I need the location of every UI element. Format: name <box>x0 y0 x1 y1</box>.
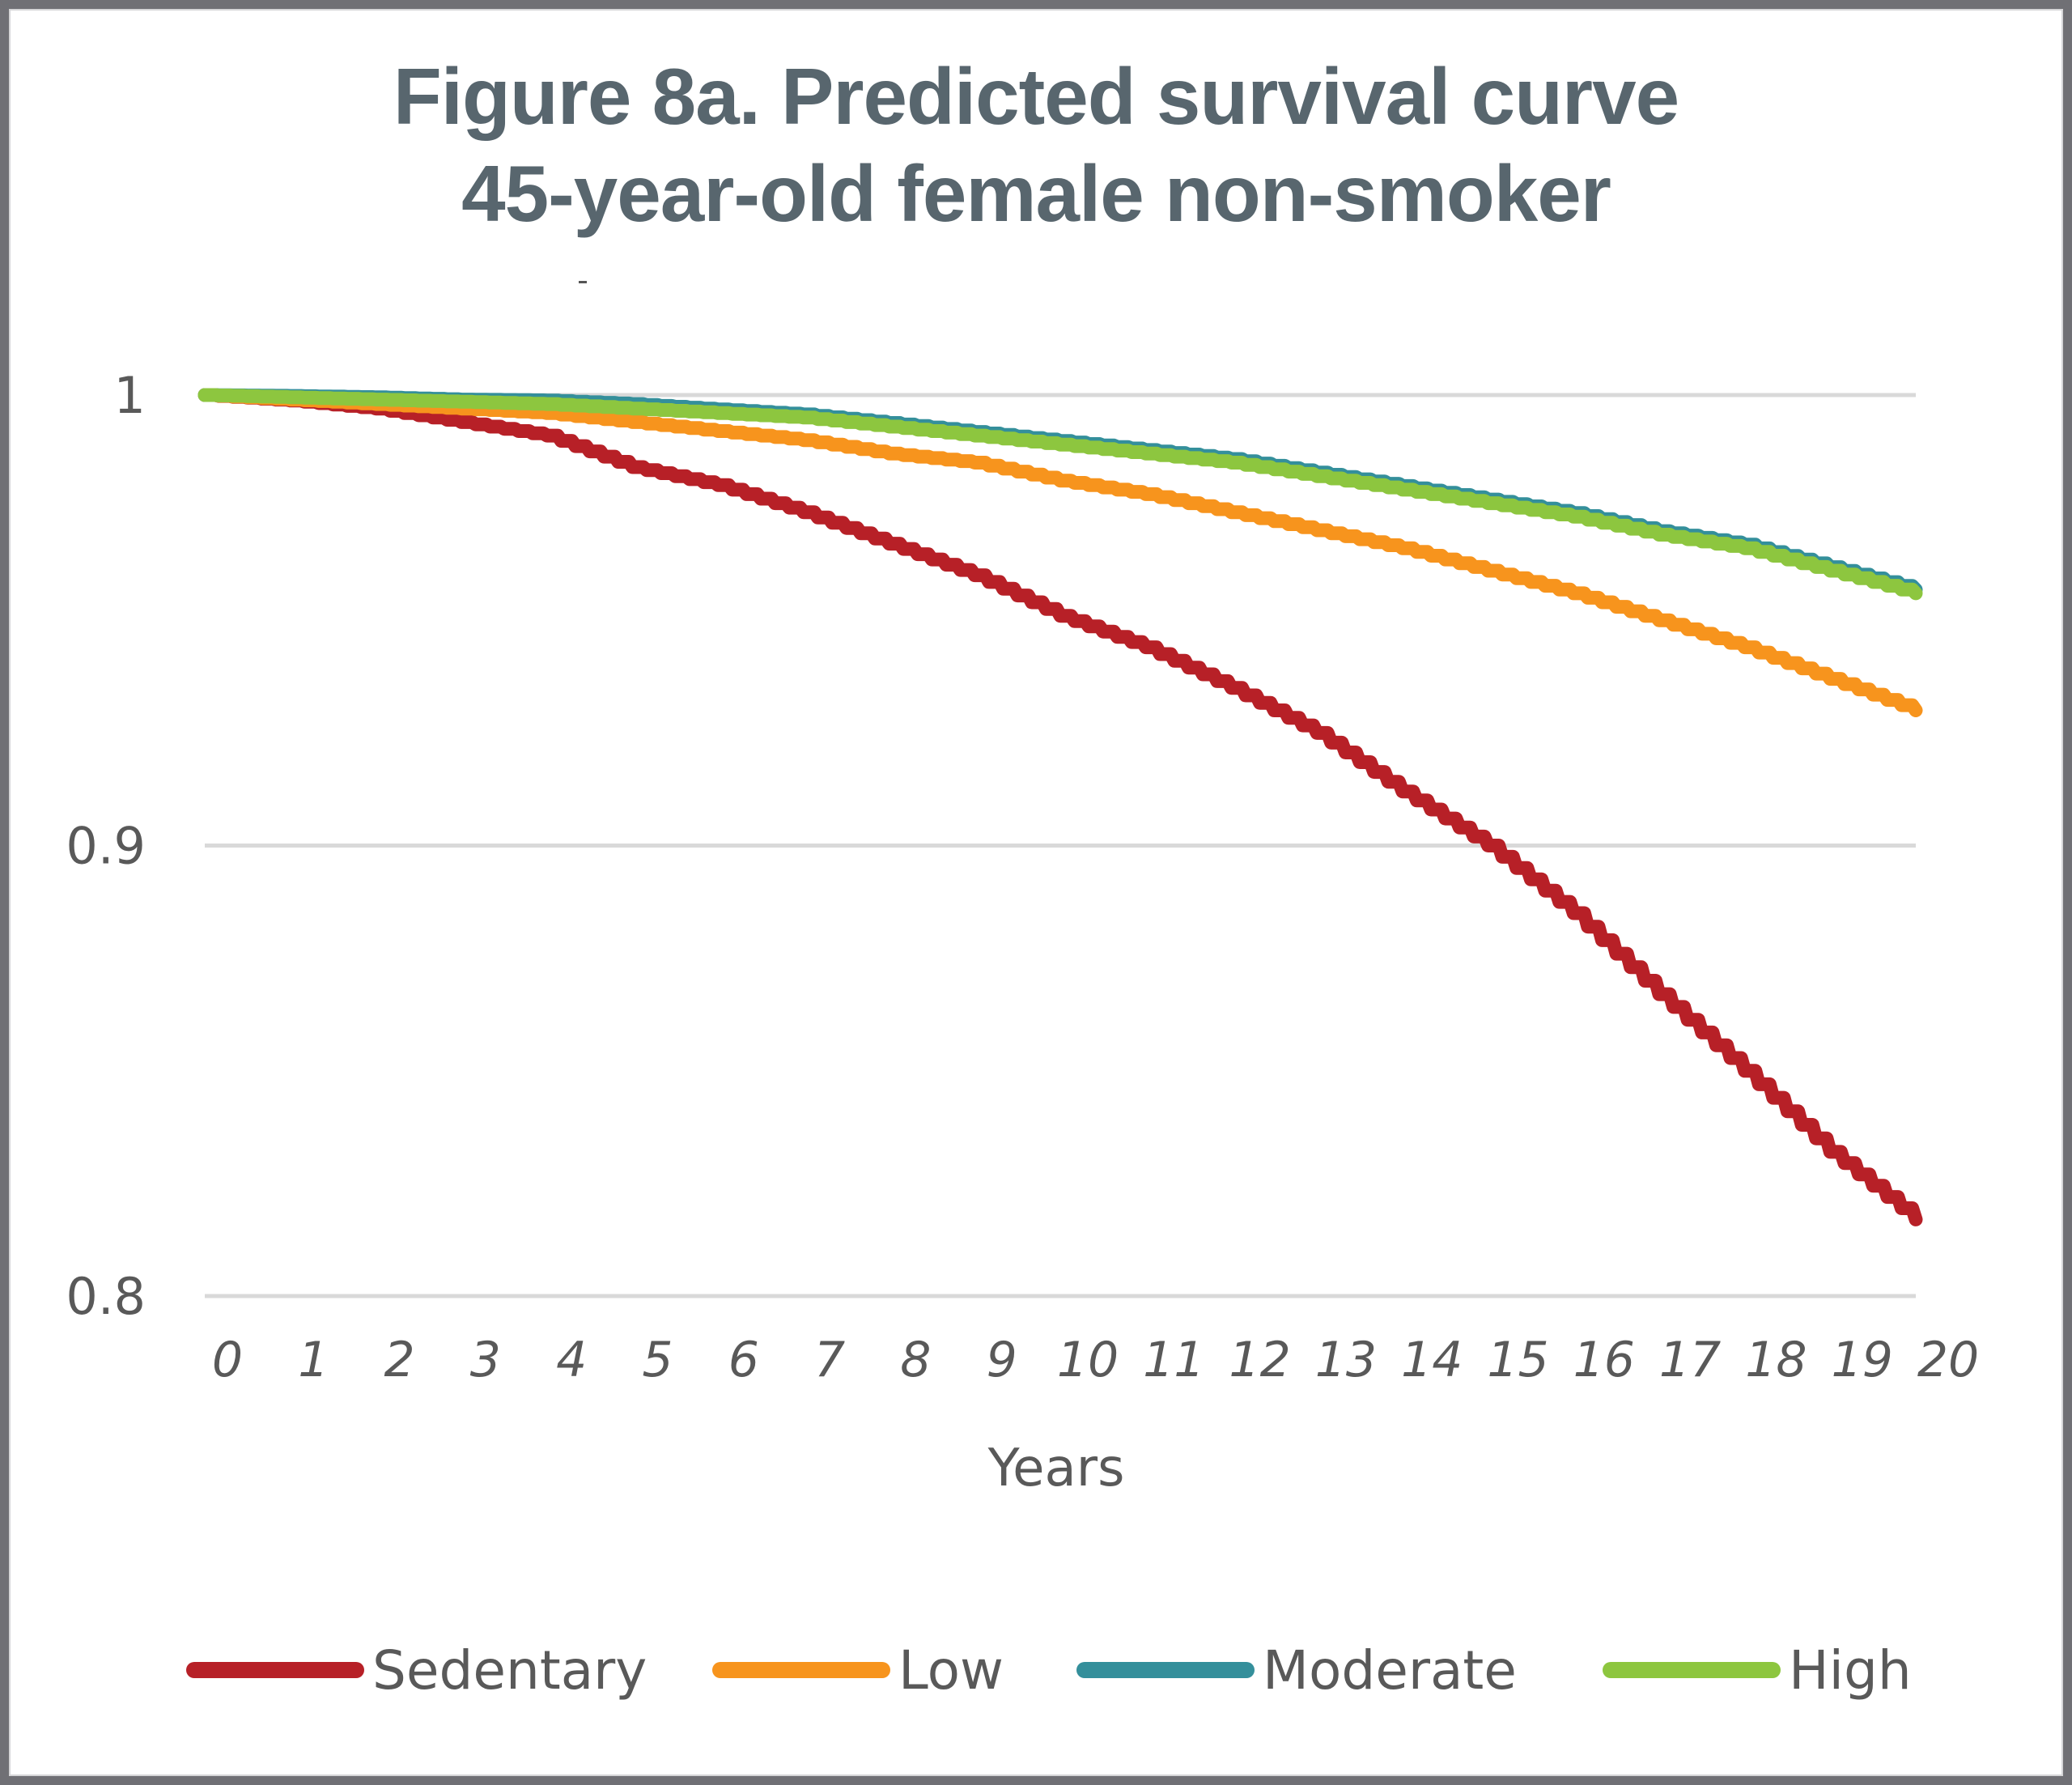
x-tick-label: 4 <box>556 1332 587 1388</box>
x-tick-label: 18 <box>1745 1332 1807 1388</box>
y-tick-label: 1 <box>114 366 146 425</box>
x-tick-label: 6 <box>728 1332 759 1388</box>
x-tick-label: 12 <box>1229 1332 1290 1388</box>
legend: Sedentary Low Moderate High <box>186 1639 1912 1702</box>
x-tick-label: 7 <box>814 1332 845 1388</box>
legend-label-sedentary: Sedentary <box>372 1639 647 1702</box>
stray-mark <box>579 281 587 283</box>
x-tick-label: 8 <box>900 1332 931 1388</box>
legend-label-low: Low <box>898 1639 1004 1702</box>
series-lines <box>197 388 1923 1226</box>
series-line-low <box>197 388 1923 717</box>
y-axis-ticks: 1 0.9 0.8 <box>66 366 146 1326</box>
x-tick-label: 16 <box>1573 1332 1635 1388</box>
x-tick-label: 14 <box>1401 1332 1463 1388</box>
x-tick-label: 10 <box>1057 1332 1119 1388</box>
x-tick-label: 11 <box>1143 1332 1204 1388</box>
x-tick-label: 20 <box>1917 1332 1979 1388</box>
legend-label-moderate: Moderate <box>1263 1639 1517 1702</box>
chart-title: Figure 8a. Predicted survival curve <box>393 52 1679 141</box>
x-tick-label: 3 <box>470 1332 501 1388</box>
chart-subtitle: 45-year-old female non-smoker <box>461 149 1611 238</box>
legend-label-high: High <box>1789 1639 1912 1702</box>
x-tick-label: 17 <box>1659 1332 1721 1388</box>
y-tick-label: 0.9 <box>66 817 146 876</box>
x-tick-label: 0 <box>212 1332 243 1388</box>
x-axis-ticks: 0 1 2 3 4 5 6 7 8 9 10 11 12 13 14 15 16 17 18 19 20 <box>212 1332 1979 1388</box>
x-tick-label: 9 <box>987 1332 1017 1388</box>
series-line-sedentary <box>197 388 1923 1226</box>
x-axis-label: Years <box>987 1439 1125 1498</box>
x-tick-label: 19 <box>1832 1332 1893 1388</box>
x-tick-label: 15 <box>1487 1332 1548 1388</box>
x-tick-label: 5 <box>642 1332 673 1388</box>
x-tick-label: 13 <box>1315 1332 1377 1388</box>
x-tick-label: 2 <box>384 1332 415 1388</box>
x-tick-label: 1 <box>298 1332 329 1388</box>
series-line-high <box>197 388 1923 601</box>
y-tick-label: 0.8 <box>66 1267 146 1326</box>
